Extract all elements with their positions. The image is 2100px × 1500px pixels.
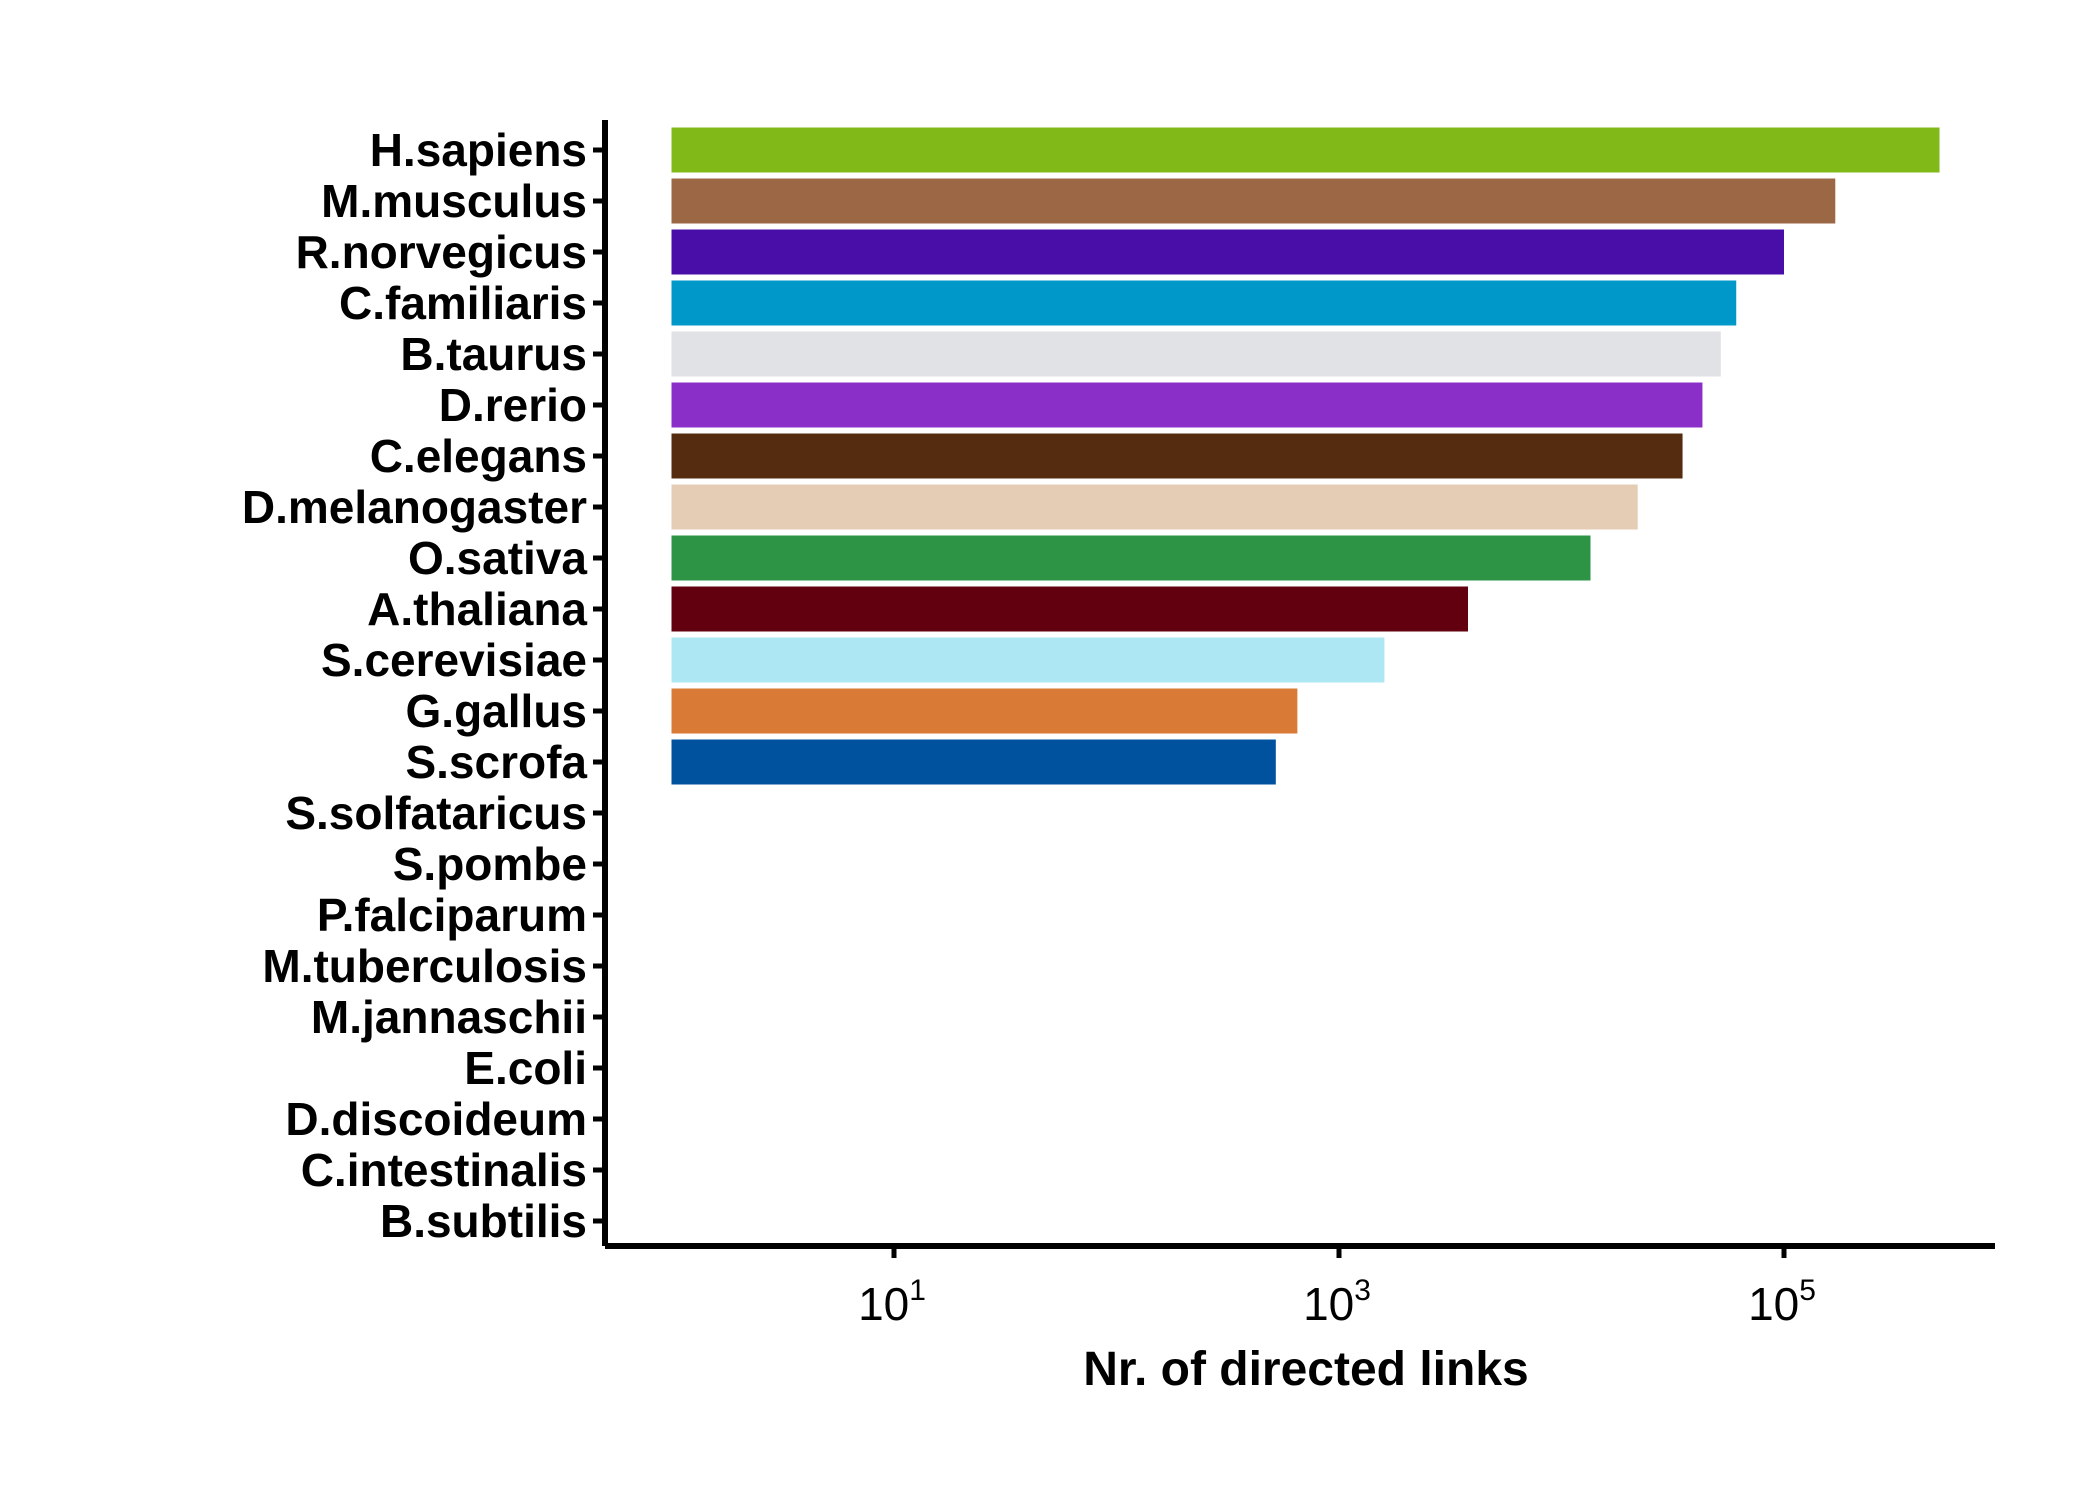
bar-b-taurus — [671, 331, 1721, 377]
bar-o-sativa — [671, 535, 1591, 581]
bar-c-elegans — [671, 433, 1683, 479]
category-label: O.sativa — [408, 532, 587, 584]
x-axis-ticks: 101 103 105 — [858, 1246, 1816, 1330]
bar-m-musculus — [671, 178, 1836, 224]
category-label: M.jannaschii — [311, 991, 587, 1043]
category-label: R.norvegicus — [296, 226, 587, 278]
bar-h-sapiens — [671, 127, 1940, 173]
category-label: P.falciparum — [317, 889, 587, 941]
category-label: C.familiaris — [339, 277, 587, 329]
bars-group — [671, 127, 1940, 785]
category-label: C.elegans — [370, 430, 587, 482]
category-label: B.taurus — [400, 328, 587, 380]
x-tick-label: 101 — [858, 1274, 926, 1330]
category-labels: H.sapiensM.musculusR.norvegicusC.familia… — [242, 124, 588, 1247]
bar-a-thaliana — [671, 586, 1469, 632]
category-label: H.sapiens — [370, 124, 587, 176]
category-label: S.solfataricus — [285, 787, 587, 839]
category-label: M.musculus — [321, 175, 587, 227]
category-label: A.thaliana — [367, 583, 587, 635]
category-label: C.intestinalis — [301, 1144, 587, 1196]
category-label: S.pombe — [393, 838, 587, 890]
category-label: E.coli — [464, 1042, 587, 1094]
category-label: D.melanogaster — [242, 481, 587, 533]
x-tick-label: 105 — [1748, 1274, 1816, 1330]
category-label: B.subtilis — [380, 1195, 587, 1247]
category-label: S.scrofa — [405, 736, 587, 788]
x-tick-label: 103 — [1303, 1274, 1371, 1330]
bar-d-melanogaster — [671, 484, 1638, 530]
bar-g-gallus — [671, 688, 1298, 734]
bar-r-norvegicus — [671, 229, 1784, 275]
bar-s-scrofa — [671, 739, 1276, 785]
category-label: M.tuberculosis — [262, 940, 587, 992]
bar-s-cerevisiae — [671, 637, 1385, 683]
x-axis-title: Nr. of directed links — [1083, 1343, 1528, 1396]
bar-c-familiaris — [671, 280, 1737, 326]
bar-d-rerio — [671, 382, 1703, 428]
category-label: S.cerevisiae — [321, 634, 587, 686]
category-label: G.gallus — [406, 685, 587, 737]
category-label: D.discoideum — [285, 1093, 587, 1145]
category-label: D.rerio — [439, 379, 587, 431]
